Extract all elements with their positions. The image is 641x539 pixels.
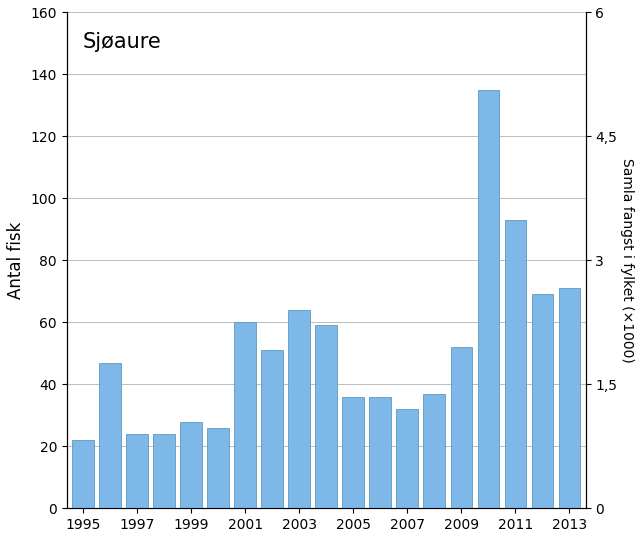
Bar bbox=[531, 294, 553, 508]
Bar bbox=[559, 288, 580, 508]
Bar bbox=[288, 310, 310, 508]
Bar bbox=[126, 434, 148, 508]
Y-axis label: Samla fangst i fylket (×1000): Samla fangst i fylket (×1000) bbox=[620, 158, 634, 363]
Bar bbox=[315, 326, 337, 508]
Text: Sjøaure: Sjøaure bbox=[82, 32, 161, 52]
Y-axis label: Antal fisk: Antal fisk bbox=[7, 222, 25, 299]
Bar bbox=[235, 322, 256, 508]
Bar bbox=[504, 220, 526, 508]
Bar bbox=[99, 363, 121, 508]
Bar bbox=[451, 347, 472, 508]
Bar bbox=[180, 421, 202, 508]
Bar bbox=[369, 397, 391, 508]
Bar bbox=[207, 428, 229, 508]
Bar bbox=[397, 409, 418, 508]
Bar bbox=[424, 393, 445, 508]
Bar bbox=[342, 397, 364, 508]
Bar bbox=[262, 350, 283, 508]
Bar bbox=[153, 434, 175, 508]
Bar bbox=[72, 440, 94, 508]
Bar bbox=[478, 90, 499, 508]
